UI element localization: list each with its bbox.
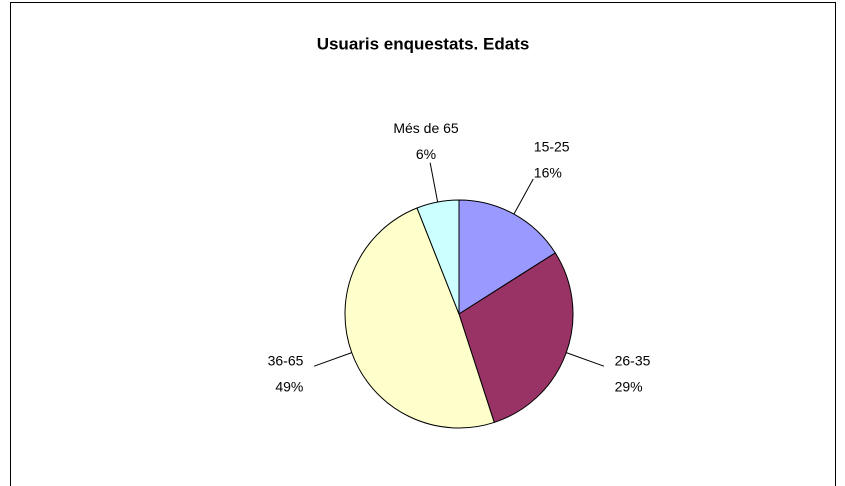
- slice-label: 26-35: [615, 352, 651, 368]
- leader-line: [566, 352, 605, 367]
- slice-label: 36-65: [268, 352, 304, 368]
- pie-slice: [458, 252, 574, 424]
- slice-value-label: 49%: [275, 378, 303, 394]
- slice-value-label: 6%: [416, 146, 436, 162]
- slice-value-label: 16%: [534, 164, 562, 180]
- pie-slice: [416, 199, 460, 315]
- slice-label: 15-25: [534, 138, 570, 154]
- slice-value-label: 29%: [615, 378, 643, 394]
- pie-slice: [344, 207, 495, 429]
- leader-line: [313, 352, 352, 367]
- chart-title: Usuaris enquestats. Edats: [317, 34, 530, 53]
- pie-slice: [458, 199, 556, 315]
- leader-line: [429, 162, 439, 203]
- leader-line: [513, 178, 534, 215]
- slice-label: Més de 65: [393, 120, 459, 136]
